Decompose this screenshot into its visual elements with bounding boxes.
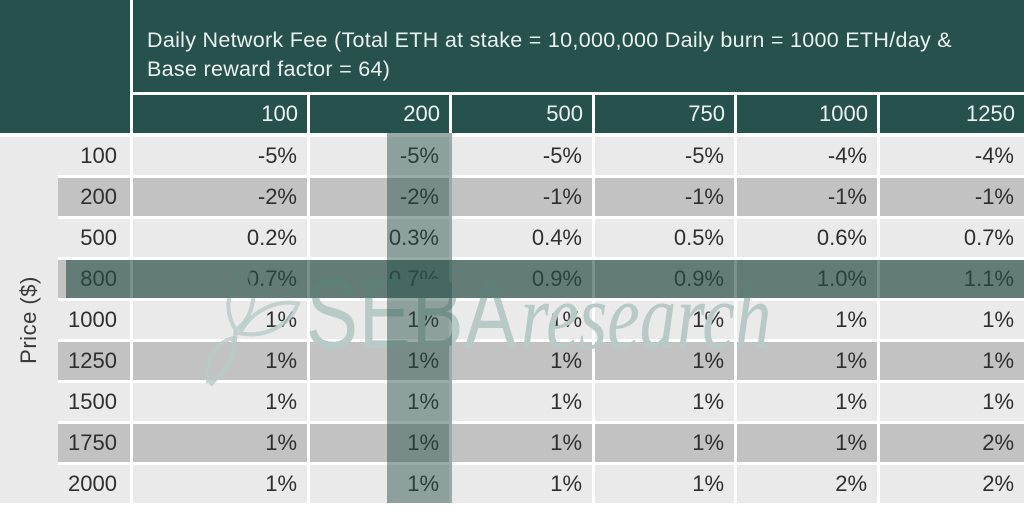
table-cell: 1% <box>737 383 877 421</box>
table-cell: -1% <box>880 178 1024 216</box>
table-cell: -2% <box>310 178 449 216</box>
table-cell: -1% <box>452 178 592 216</box>
table-cell: 0.7% <box>310 260 449 298</box>
table-cell: 1.0% <box>737 260 877 298</box>
table-cell: 0.5% <box>595 219 734 257</box>
table-cell: 1% <box>310 342 449 380</box>
table-cell: 1% <box>595 465 734 503</box>
table-cell: 2% <box>737 465 877 503</box>
table-cell: 0.6% <box>737 219 877 257</box>
table-cell: 0.7% <box>133 260 307 298</box>
table-cell: 1% <box>880 383 1024 421</box>
row-label: 800 <box>58 260 130 298</box>
table-cell: 1% <box>452 383 592 421</box>
table-cell: 1% <box>452 424 592 462</box>
table-row: 1750 1% 1% 1% 1% 1% 2% <box>58 424 1024 462</box>
table-cell: 1% <box>133 383 307 421</box>
y-axis-label: Price ($) <box>16 276 41 364</box>
table-row: 1500 1% 1% 1% 1% 1% 1% <box>58 383 1024 421</box>
table-cell: 1% <box>452 301 592 339</box>
table-cell: 1% <box>737 342 877 380</box>
table-cell: 1% <box>310 465 449 503</box>
table-cell: -1% <box>595 178 734 216</box>
table-cell: 1% <box>595 383 734 421</box>
row-label: 200 <box>58 178 130 216</box>
table-cell: 2% <box>880 424 1024 462</box>
table-cell: -5% <box>310 137 449 175</box>
table-cell: 1% <box>133 301 307 339</box>
table-cell: -5% <box>595 137 734 175</box>
table-cell: 1.1% <box>880 260 1024 298</box>
table-cell: 1% <box>310 424 449 462</box>
row-label: 2000 <box>58 465 130 503</box>
table-cell: 0.2% <box>133 219 307 257</box>
table-cell: -5% <box>452 137 592 175</box>
table-cell: 1% <box>310 383 449 421</box>
table-cell: 0.4% <box>452 219 592 257</box>
table-row-highlighted: 800 0.7% 0.7% 0.9% 0.9% 1.0% 1.1% <box>58 260 1024 298</box>
column-header: 750 <box>595 95 734 133</box>
row-label: 1250 <box>58 342 130 380</box>
y-axis-label-wrap: Price ($) <box>0 137 58 503</box>
table-cell: 1% <box>452 465 592 503</box>
table-corner-block <box>0 0 130 133</box>
y-axis-strip <box>0 137 58 503</box>
table-cell: 1% <box>133 465 307 503</box>
table-cell: -1% <box>737 178 877 216</box>
table-row: 500 0.2% 0.3% 0.4% 0.5% 0.6% 0.7% <box>58 219 1024 257</box>
row-label: 1500 <box>58 383 130 421</box>
table-cell: 1% <box>133 342 307 380</box>
table-row: 2000 1% 1% 1% 1% 2% 2% <box>58 465 1024 503</box>
table-title: Daily Network Fee (Total ETH at stake = … <box>133 0 1024 92</box>
table-cell: 1% <box>452 342 592 380</box>
column-header: 1000 <box>737 95 877 133</box>
table-cell: 1% <box>737 424 877 462</box>
table-cell: 1% <box>880 342 1024 380</box>
table-cell: 1% <box>595 342 734 380</box>
table-cell: 1% <box>737 301 877 339</box>
table-cell: 1% <box>310 301 449 339</box>
row-label: 1000 <box>58 301 130 339</box>
table-cell: 1% <box>133 424 307 462</box>
table-cell: -5% <box>133 137 307 175</box>
column-header: 100 <box>133 95 307 133</box>
table-row: 200 -2% -2% -1% -1% -1% -1% <box>58 178 1024 216</box>
column-header: 1250 <box>880 95 1024 133</box>
row-label: 1750 <box>58 424 130 462</box>
table-cell: 0.9% <box>452 260 592 298</box>
column-header-row: 100 200 500 750 1000 1250 <box>133 95 1024 133</box>
row-label: 100 <box>58 137 130 175</box>
table-cell: -2% <box>133 178 307 216</box>
table-cell: -4% <box>880 137 1024 175</box>
table-row: 1250 1% 1% 1% 1% 1% 1% <box>58 342 1024 380</box>
row-label: 500 <box>58 219 130 257</box>
table-cell: 1% <box>595 301 734 339</box>
column-header-highlighted: 200 <box>310 95 449 133</box>
table-cell: 1% <box>595 424 734 462</box>
table-cell: 0.3% <box>310 219 449 257</box>
table-cell: 0.9% <box>595 260 734 298</box>
table-cell: -4% <box>737 137 877 175</box>
table-cell: 1% <box>880 301 1024 339</box>
table-cell: 0.7% <box>880 219 1024 257</box>
table-row: 100 -5% -5% -5% -5% -4% -4% <box>58 137 1024 175</box>
column-header: 500 <box>452 95 592 133</box>
table-row: 1000 1% 1% 1% 1% 1% 1% <box>58 301 1024 339</box>
table-cell: 2% <box>880 465 1024 503</box>
